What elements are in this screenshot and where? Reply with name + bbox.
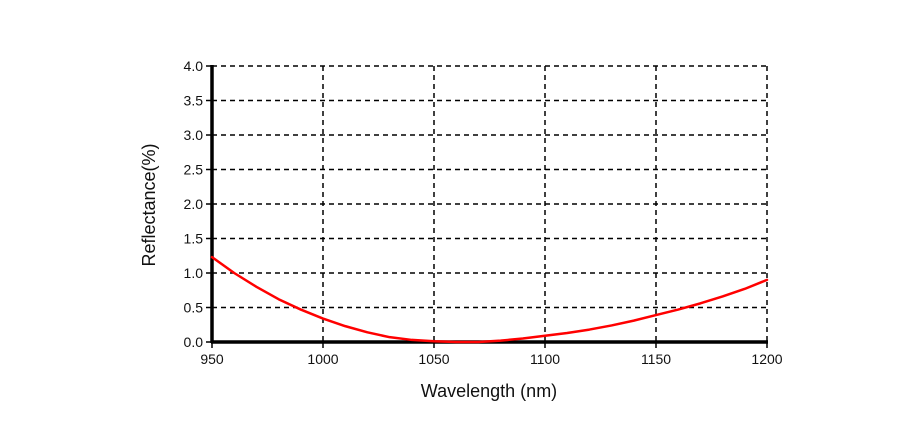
- reflectance-series-line: [210, 255, 769, 344]
- y-tick-label: 1.0: [184, 265, 204, 281]
- x-axis-title: Wavelength (nm): [421, 381, 557, 401]
- y-tick-label: 2.5: [184, 162, 204, 178]
- y-axis-title: Reflectance(%): [139, 143, 159, 266]
- grid-lines: [212, 65, 768, 342]
- x-tick-label: 1050: [418, 351, 449, 367]
- x-tick-label: 1150: [641, 351, 671, 367]
- y-tick-label: 3.5: [184, 93, 204, 109]
- y-tick-label: 0.5: [184, 300, 204, 316]
- y-tick-label: 2.0: [184, 196, 204, 212]
- series-layer: [210, 255, 769, 344]
- y-tick-label: 4.0: [184, 58, 204, 74]
- x-tick-label: 950: [200, 351, 224, 367]
- x-tick-label: 1000: [307, 351, 338, 367]
- x-tick-label: 1200: [751, 351, 782, 367]
- y-tick-label: 3.0: [184, 127, 204, 143]
- y-tick-label: 1.5: [184, 231, 204, 247]
- x-tick-label: 1100: [530, 351, 560, 367]
- tick-labels: 0.0 0.5 1.0 1.5 2.0 2.5 3.0 3.5 4.0 950 1000 1050 11…: [184, 58, 783, 367]
- y-tick-label: 0.0: [184, 334, 204, 350]
